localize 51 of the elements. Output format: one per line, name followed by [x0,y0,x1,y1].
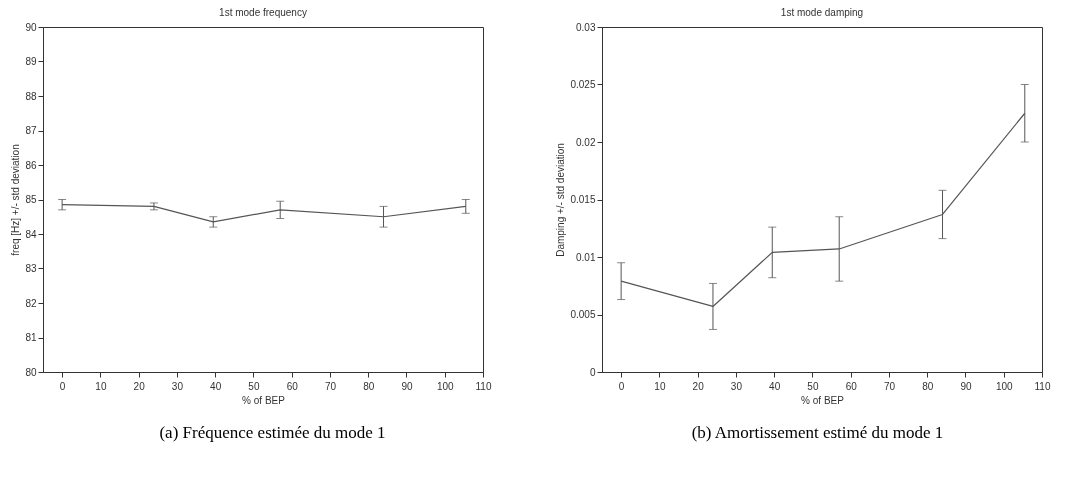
y-axis-title: Damping +/- std deviation [555,143,567,257]
y-tick-label: 88 [25,90,37,102]
y-tick-label: 0.005 [570,309,596,320]
text: (a) Fréquence estimée du mode 1 [158,423,387,443]
y-tick-label: 0.015 [570,194,596,205]
y-tick-label: 87 [25,125,37,136]
x-tick-label: 90 [401,380,413,392]
y-tick-label: 90 [25,21,37,33]
x-tick-label: 10 [654,380,666,392]
y-tick-label: 0.01 [576,251,596,263]
x-tick-label: 90 [960,380,972,392]
x-tick-label: 60 [286,380,299,392]
x-tick-label: 40 [210,380,222,392]
y-tick-label: 85 [25,194,37,205]
x-tick-label: 100 [436,380,455,392]
x-tick-label: 110 [475,380,492,392]
x-tick-label: 80 [363,380,375,392]
x-tick-label: 50 [248,380,260,392]
y-tick-label: 82 [25,297,37,309]
y-tick-label: 0 [589,366,596,378]
y-tick-label: 0.03 [576,21,596,33]
x-tick-label: 30 [171,380,184,392]
y-tick-label: 83 [25,263,37,274]
x-tick-label: 60 [845,380,858,392]
x-tick-label: 10 [95,380,107,392]
line-series [61,204,467,223]
chart-title: 1st mode damping [780,7,864,18]
x-tick-label: 70 [883,380,896,392]
x-tick-label: 40 [769,380,781,392]
y-tick-label: 89 [25,56,37,67]
x-tick-label: 100 [995,380,1014,392]
chart-title: 1st mode frequency [219,7,307,18]
x-tick-label: 20 [692,380,705,392]
x-tick-label: 50 [807,380,819,392]
x-tick-label: 70 [324,380,337,392]
x-tick-label: 0 [59,380,66,392]
x-tick-label: 110 [1034,380,1051,392]
x-tick-label: 80 [922,380,934,392]
y-tick-label: 0.02 [576,136,596,148]
x-axis-title: % of BEP [242,394,286,406]
y-axis-title: freq [Hz] +/- std deviation [10,144,22,256]
x-axis-title: % of BEP [801,394,845,406]
y-tick-label: 84 [25,228,37,240]
y-tick-label: 86 [25,159,37,171]
x-tick-label: 0 [618,380,625,392]
y-tick-label: 0.025 [570,79,596,90]
y-tick-label: 80 [25,366,37,378]
x-tick-label: 30 [730,380,743,392]
text: (b) Amortissement estimé du mode 1 [690,423,945,443]
x-tick-label: 20 [133,380,146,392]
y-tick-label: 81 [25,332,37,343]
